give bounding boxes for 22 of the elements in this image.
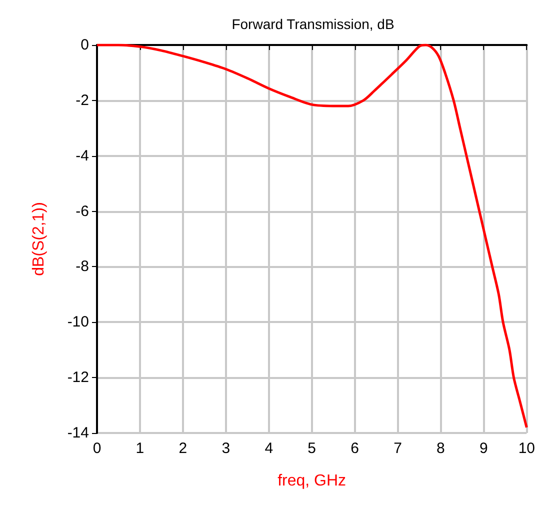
y-tick-label: -2 bbox=[76, 92, 89, 109]
y-tick-label: -12 bbox=[67, 369, 89, 386]
chart-title: Forward Transmission, dB bbox=[232, 16, 394, 32]
y-tick-label: 0 bbox=[80, 36, 89, 54]
x-tick-label: 6 bbox=[350, 440, 359, 457]
x-tick-label: 0 bbox=[92, 440, 102, 457]
y-tick-label: -10 bbox=[67, 314, 89, 331]
x-tick-label: 5 bbox=[308, 440, 316, 457]
x-tick-label: 8 bbox=[436, 440, 445, 457]
y-tick-label: -4 bbox=[76, 147, 89, 164]
y-axis-title: dB(S(2,1)) bbox=[30, 202, 48, 276]
x-tick-label: 10 bbox=[518, 440, 535, 457]
y-tick-label: -8 bbox=[76, 258, 89, 276]
x-tick-label: 9 bbox=[480, 440, 488, 457]
x-axis-title: freq, GHz bbox=[278, 472, 346, 490]
x-tick-label: 7 bbox=[394, 440, 402, 457]
x-tick-label: 1 bbox=[136, 440, 144, 457]
x-tick-label: 2 bbox=[178, 440, 188, 457]
y-tick-label: -6 bbox=[76, 202, 89, 220]
y-tick-label: -14 bbox=[67, 424, 89, 442]
x-tick-label: 3 bbox=[222, 440, 230, 457]
x-tick-label: 4 bbox=[264, 440, 274, 457]
